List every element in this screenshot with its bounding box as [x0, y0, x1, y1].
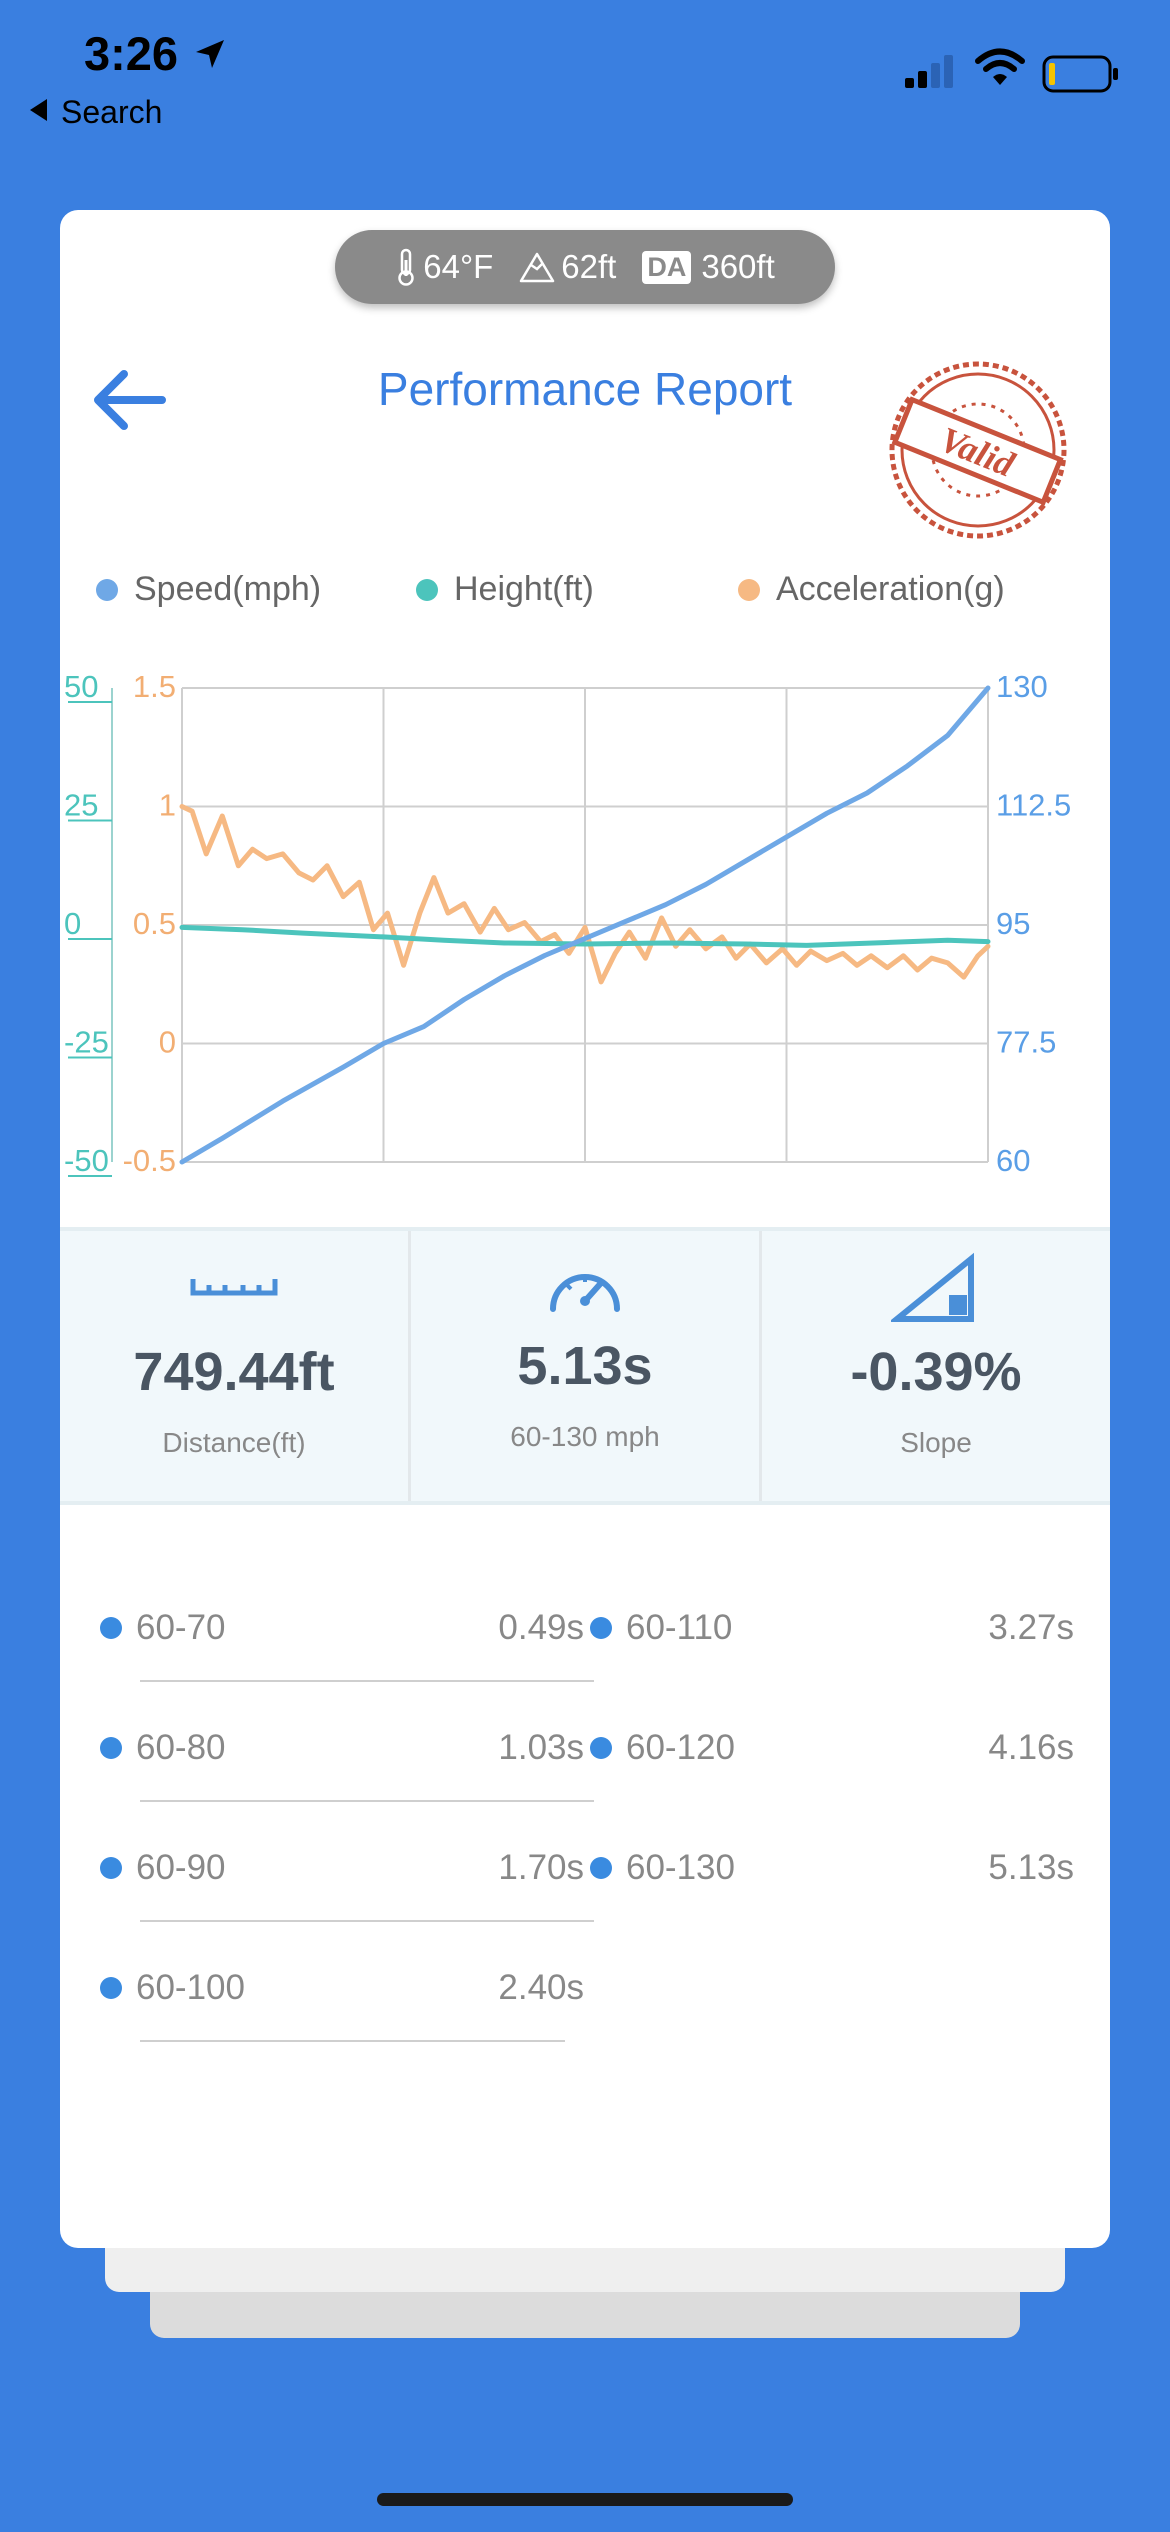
speed-tick-label: 60	[996, 1143, 1030, 1178]
split-row: 60-110 3.27s	[590, 1590, 1080, 1710]
conditions-pill: 64°F 62ft DA 360ft	[335, 230, 835, 304]
density-altitude-value: 360ft	[701, 248, 775, 285]
page-title: Performance Report	[377, 363, 793, 415]
mountain-icon	[520, 252, 555, 283]
legend-speed-dot	[96, 578, 118, 601]
legend-acceleration-dot	[738, 578, 760, 601]
time-value: 5.13s	[517, 1336, 653, 1396]
split-row: 60-120 4.16s	[590, 1710, 1080, 1830]
height-tick-label: 50	[64, 669, 98, 704]
cellular-signal-icon	[905, 55, 953, 88]
home-indicator	[377, 2493, 793, 2506]
split-time: 5.13s	[988, 1848, 1074, 1887]
density-altitude-item: DA 360ft	[642, 248, 775, 286]
elevation-item: 62ft	[519, 248, 616, 286]
distance-stat: 749.44ft Distance(ft)	[60, 1231, 408, 1501]
split-bullet	[590, 1857, 612, 1879]
split-row: 60-90 1.70s	[100, 1830, 594, 1950]
split-row: 60-80 1.03s	[100, 1710, 594, 1830]
location-arrow-icon	[196, 40, 224, 68]
split-bullet	[100, 1857, 122, 1879]
wifi-icon	[975, 48, 1025, 85]
legend-height-dot	[416, 578, 438, 601]
stats-panel: 749.44ft Distance(ft) 5.13s 60-130 mph -…	[60, 1227, 1110, 1505]
slope-label: Slope	[900, 1427, 972, 1458]
distance-label: Distance(ft)	[162, 1427, 306, 1458]
back-to-search-link[interactable]: Search	[30, 92, 162, 131]
height-tick-label: -50	[64, 1143, 109, 1178]
time-label: 60-130 mph	[510, 1421, 660, 1452]
split-range: 60-100	[136, 1968, 245, 2007]
split-bullet	[100, 1617, 122, 1639]
legend-speed-label: Speed(mph)	[134, 570, 322, 608]
height-tick-label: -25	[64, 1025, 109, 1060]
split-time: 3.27s	[988, 1608, 1074, 1647]
acceleration-tick-label: 0	[159, 1025, 176, 1060]
back-search-label: Search	[61, 94, 163, 131]
height-tick-label: 25	[64, 788, 98, 823]
acceleration-tick-label: 0.5	[133, 906, 176, 941]
height-tick-label: 0	[64, 906, 81, 941]
performance-chart: 50 25 0 -25 -50 1.5 1 0.5 0 -0.5 130 112.5 95 77.5 60	[64, 669, 1071, 1178]
speed-tick-label: 130	[996, 669, 1048, 704]
performance-report-card: 64°F 62ft DA 360ft Performance Report Va…	[60, 210, 1110, 2248]
status-time: 3:26	[84, 27, 179, 80]
height-series-line	[179, 924, 991, 948]
da-badge: DA	[642, 250, 692, 284]
valid-stamp: Valid	[889, 361, 1067, 539]
chart-legend: Speed(mph) Height(ft) Acceleration(g)	[60, 570, 1110, 620]
acceleration-series-line	[179, 804, 991, 985]
legend-speed[interactable]: Speed(mph)	[96, 570, 321, 609]
acceleration-tick-label: -0.5	[123, 1143, 176, 1178]
split-row: 60-130 5.13s	[590, 1830, 1080, 1950]
split-divider	[140, 2040, 565, 2042]
split-bullet	[590, 1617, 612, 1639]
split-range: 60-70	[136, 1608, 226, 1647]
ruler-icon	[190, 1279, 278, 1296]
split-range: 60-90	[136, 1848, 226, 1887]
speed-series-line	[179, 685, 991, 1165]
slope-stat: -0.39% Slope	[759, 1231, 1110, 1501]
split-range: 60-80	[136, 1728, 226, 1767]
split-range: 60-120	[626, 1728, 735, 1767]
split-time: 2.40s	[498, 1968, 584, 2007]
acceleration-tick-label: 1	[159, 788, 176, 823]
slope-value: -0.39%	[850, 1342, 1022, 1402]
legend-acceleration-label: Acceleration(g)	[776, 570, 1005, 608]
split-time: 4.16s	[988, 1728, 1074, 1767]
split-bullet	[100, 1977, 122, 1999]
time-stat: 5.13s 60-130 mph	[408, 1231, 759, 1501]
back-arrow-icon[interactable]	[88, 360, 178, 440]
thermometer-icon	[398, 248, 414, 286]
speedometer-icon	[550, 1274, 620, 1312]
split-bullet	[590, 1737, 612, 1759]
acceleration-tick-label: 1.5	[133, 669, 176, 704]
split-divider	[140, 1800, 594, 1802]
split-time: 0.49s	[498, 1608, 584, 1647]
distance-value: 749.44ft	[133, 1342, 335, 1402]
split-bullet	[100, 1737, 122, 1759]
split-divider	[140, 1680, 594, 1682]
legend-height[interactable]: Height(ft)	[416, 570, 594, 609]
slope-icon	[891, 1252, 974, 1322]
split-time: 1.03s	[498, 1728, 584, 1767]
temperature-item: 64°F	[395, 248, 493, 286]
temperature-value: 64°F	[423, 248, 494, 285]
split-divider	[140, 1920, 594, 1922]
split-range: 60-110	[626, 1608, 733, 1647]
split-time: 1.70s	[498, 1848, 584, 1887]
legend-height-label: Height(ft)	[454, 570, 594, 608]
speed-tick-label: 77.5	[996, 1025, 1056, 1060]
elevation-value: 62ft	[561, 248, 617, 285]
speed-tick-label: 112.5	[996, 788, 1071, 823]
split-row: 60-100 2.40s	[100, 1950, 590, 2070]
split-row: 60-70 0.49s	[100, 1590, 594, 1710]
battery-icon	[1042, 55, 1118, 93]
legend-acceleration[interactable]: Acceleration(g)	[738, 570, 1005, 609]
speed-tick-label: 95	[996, 906, 1030, 941]
back-triangle-icon	[30, 98, 47, 121]
split-range: 60-130	[626, 1848, 735, 1887]
